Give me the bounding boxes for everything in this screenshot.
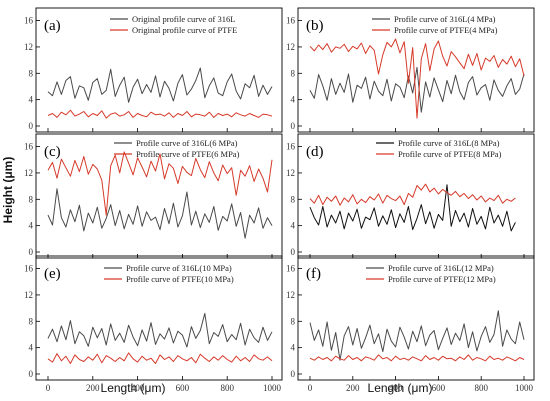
x-tick-label: 0	[46, 383, 51, 393]
panel-frame	[297, 7, 535, 133]
x-axis-title-left: Length (μm)	[101, 381, 166, 395]
y-tick-label: 0	[291, 121, 296, 131]
y-tick-label: 0	[291, 369, 296, 379]
legend-entry: Original profile curve of 316L	[132, 14, 235, 24]
x-tick-label: 1000	[263, 383, 282, 393]
y-tick-label: 16	[24, 142, 34, 152]
panel-e: 0 4 8 12 16 0 200 400 600 800 1000 (e) Profile curve…	[24, 255, 283, 393]
x-tick-label: 0	[308, 383, 313, 393]
y-tick-label: 0	[29, 121, 34, 131]
y-tick-label: 12	[24, 168, 33, 178]
legend-entry: Profile curve of 316L(10 MPa)	[126, 263, 232, 273]
legend-entry: Profile curve of 316L(12 MPa)	[388, 263, 494, 273]
y-tick-label: 12	[24, 42, 33, 52]
series-line-316l	[309, 310, 525, 361]
y-tick-label: 8	[29, 194, 34, 204]
x-tick-label: 400	[131, 383, 145, 393]
y-tick-label: 4	[29, 221, 34, 231]
y-tick-label: 0	[291, 247, 296, 257]
panel-frame	[35, 255, 283, 381]
panel-c: 0 4 8 12 16 (c) Profile curve of 316L(6 MPa)Pr…	[24, 133, 283, 259]
y-tick-label: 4	[291, 95, 296, 105]
legend-entry: Profile curve of PTFE(4 MPa)	[394, 25, 498, 35]
panel-frame	[297, 133, 535, 259]
y-tick-label: 12	[286, 168, 295, 178]
x-tick-label: 600	[176, 383, 190, 393]
legend-entry: Profile curve of 316L(6 MPa)	[136, 138, 238, 148]
legend-entry: Profile curve of 316L(8 MPa)	[398, 138, 500, 148]
y-tick-label: 4	[29, 95, 34, 105]
x-tick-label: 400	[389, 383, 403, 393]
x-tick-label: 600	[432, 383, 446, 393]
x-tick-label: 1000	[515, 383, 534, 393]
panel-a: 0 4 8 12 16 (a) Original profile curve of 316L…	[24, 7, 283, 133]
series-line-ptfe	[309, 354, 525, 362]
series-line-ptfe	[47, 109, 273, 119]
panel-letter: (e)	[44, 266, 61, 282]
y-tick-label: 8	[291, 68, 296, 78]
panel-letter: (a)	[44, 18, 61, 34]
y-tick-label: 12	[286, 42, 295, 52]
panel-letter: (f)	[306, 266, 321, 282]
y-tick-label: 0	[29, 369, 34, 379]
y-tick-label: 4	[291, 343, 296, 353]
legend-entry: Profile curve of PTFE(10 MPa)	[126, 274, 234, 284]
y-tick-label: 0	[29, 247, 34, 257]
legend-entry: Profile curve of PTFE(6 MPa)	[136, 149, 240, 159]
legend-entry: Original profile curve of PTFE	[132, 25, 237, 35]
panel-letter: (c)	[44, 144, 61, 160]
y-tick-label: 12	[286, 290, 295, 300]
y-tick-label: 8	[29, 316, 34, 326]
series-line-316l	[47, 67, 273, 103]
series-line-316l	[47, 312, 273, 348]
x-tick-label: 800	[220, 383, 234, 393]
y-tick-label: 16	[286, 142, 296, 152]
panel-letter: (d)	[306, 144, 324, 160]
panel-f: 0 4 8 12 16 0 200 400 600 800 1000 (f) Profile curve…	[286, 255, 535, 393]
y-tick-label: 4	[29, 343, 34, 353]
x-axis-title-right: Length (μm)	[368, 381, 433, 395]
series-line-316l	[309, 184, 516, 232]
legend-entry: Profile curve of 316L(4 MPa)	[394, 14, 496, 24]
panel-letter: (b)	[306, 18, 324, 34]
panel-frame	[297, 255, 535, 381]
y-tick-label: 8	[29, 68, 34, 78]
panel-d: 0 4 8 12 16 (d) Profile curve of 316L(8 MPa)Pr…	[286, 133, 535, 259]
y-tick-label: 16	[286, 264, 296, 274]
y-axis-title: Height (μm)	[1, 157, 15, 224]
legend-entry: Profile curve of PTFE(8 MPa)	[398, 149, 502, 159]
y-tick-label: 8	[291, 316, 296, 326]
panels: 0 4 8 12 16 (a) Original profile curve of 316L…	[24, 7, 535, 393]
series-line-ptfe	[309, 38, 525, 119]
y-tick-label: 4	[291, 221, 296, 231]
panel-frame	[35, 133, 283, 259]
panel-frame	[35, 7, 283, 133]
y-tick-label: 16	[24, 16, 34, 26]
series-line-ptfe	[47, 352, 273, 364]
x-tick-label: 200	[346, 383, 360, 393]
y-tick-label: 16	[286, 16, 296, 26]
x-tick-label: 200	[86, 383, 100, 393]
panel-b: 0 4 8 12 16 (b) Profile curve of 316L(4 MPa)Pr…	[286, 7, 535, 133]
series-line-316l	[47, 188, 273, 239]
series-line-ptfe	[309, 183, 516, 206]
series-line-ptfe	[47, 151, 273, 216]
x-tick-label: 800	[474, 383, 488, 393]
y-tick-label: 12	[24, 290, 33, 300]
y-tick-label: 16	[24, 264, 34, 274]
legend-entry: Profile curve of PTFE(12 MPa)	[388, 274, 496, 284]
series-line-316l	[309, 66, 525, 113]
y-tick-label: 8	[291, 194, 296, 204]
